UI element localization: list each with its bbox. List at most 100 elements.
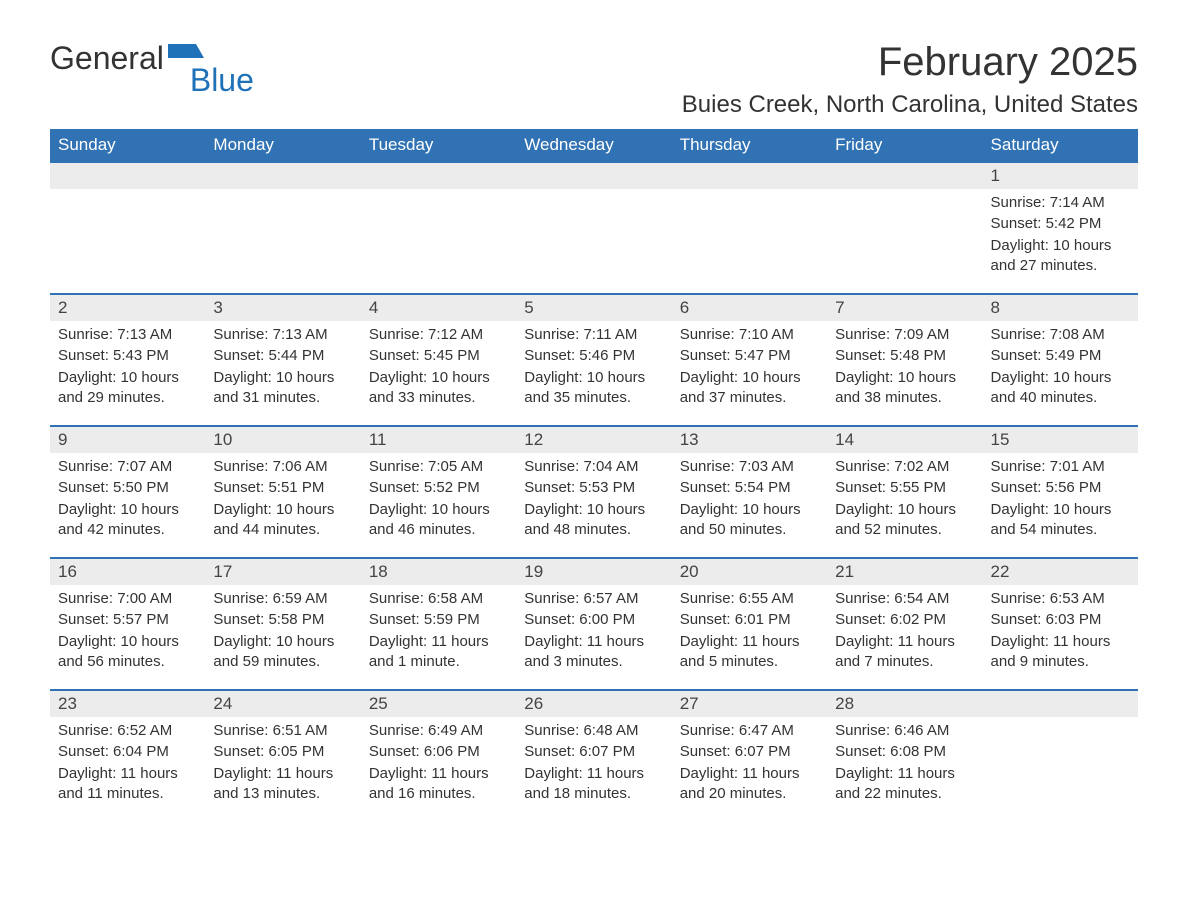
sunset-text: Sunset: 5:47 PM (680, 346, 819, 366)
sunrise-text: Sunrise: 7:08 AM (991, 325, 1130, 345)
sunset-text: Sunset: 5:43 PM (58, 346, 197, 366)
day-body: Sunrise: 7:14 AMSunset: 5:42 PMDaylight:… (983, 189, 1138, 285)
day-number: 9 (50, 427, 205, 453)
calendar-day-cell: 12Sunrise: 7:04 AMSunset: 5:53 PMDayligh… (516, 426, 671, 558)
title-block: February 2025 Buies Creek, North Carolin… (682, 40, 1138, 119)
calendar-day-cell: 10Sunrise: 7:06 AMSunset: 5:51 PMDayligh… (205, 426, 360, 558)
daylight-text: Daylight: 10 hours and 59 minutes. (213, 632, 352, 673)
daylight-text: Daylight: 10 hours and 35 minutes. (524, 368, 663, 409)
calendar-day-cell: 17Sunrise: 6:59 AMSunset: 5:58 PMDayligh… (205, 558, 360, 690)
day-number-empty (50, 163, 205, 189)
daylight-text: Daylight: 10 hours and 31 minutes. (213, 368, 352, 409)
calendar-day-cell: 7Sunrise: 7:09 AMSunset: 5:48 PMDaylight… (827, 294, 982, 426)
sunset-text: Sunset: 5:48 PM (835, 346, 974, 366)
daylight-text: Daylight: 10 hours and 27 minutes. (991, 236, 1130, 277)
sunset-text: Sunset: 6:03 PM (991, 610, 1130, 630)
calendar-week-row: 23Sunrise: 6:52 AMSunset: 6:04 PMDayligh… (50, 690, 1138, 822)
daylight-text: Daylight: 11 hours and 13 minutes. (213, 764, 352, 805)
daylight-text: Daylight: 10 hours and 56 minutes. (58, 632, 197, 673)
calendar-day-cell (205, 162, 360, 294)
day-number: 10 (205, 427, 360, 453)
calendar-header-sunday: Sunday (50, 129, 205, 162)
day-number: 13 (672, 427, 827, 453)
day-number: 14 (827, 427, 982, 453)
calendar-day-cell: 21Sunrise: 6:54 AMSunset: 6:02 PMDayligh… (827, 558, 982, 690)
day-number: 1 (983, 163, 1138, 189)
day-number-empty (672, 163, 827, 189)
calendar-day-cell: 9Sunrise: 7:07 AMSunset: 5:50 PMDaylight… (50, 426, 205, 558)
day-body: Sunrise: 7:02 AMSunset: 5:55 PMDaylight:… (827, 453, 982, 549)
daylight-text: Daylight: 11 hours and 9 minutes. (991, 632, 1130, 673)
calendar-header-saturday: Saturday (983, 129, 1138, 162)
sunrise-text: Sunrise: 6:46 AM (835, 721, 974, 741)
day-number: 21 (827, 559, 982, 585)
calendar-header-tuesday: Tuesday (361, 129, 516, 162)
day-number: 15 (983, 427, 1138, 453)
day-body: Sunrise: 6:49 AMSunset: 6:06 PMDaylight:… (361, 717, 516, 813)
day-number: 25 (361, 691, 516, 717)
day-body: Sunrise: 6:52 AMSunset: 6:04 PMDaylight:… (50, 717, 205, 813)
calendar-day-cell (50, 162, 205, 294)
sunrise-text: Sunrise: 6:58 AM (369, 589, 508, 609)
day-body: Sunrise: 7:13 AMSunset: 5:44 PMDaylight:… (205, 321, 360, 417)
day-number: 16 (50, 559, 205, 585)
day-number: 12 (516, 427, 671, 453)
daylight-text: Daylight: 11 hours and 18 minutes. (524, 764, 663, 805)
day-number: 27 (672, 691, 827, 717)
sunset-text: Sunset: 5:45 PM (369, 346, 508, 366)
day-body: Sunrise: 7:09 AMSunset: 5:48 PMDaylight:… (827, 321, 982, 417)
day-number: 18 (361, 559, 516, 585)
day-body: Sunrise: 6:46 AMSunset: 6:08 PMDaylight:… (827, 717, 982, 813)
sunrise-text: Sunrise: 7:11 AM (524, 325, 663, 345)
sunrise-text: Sunrise: 6:47 AM (680, 721, 819, 741)
calendar-day-cell: 26Sunrise: 6:48 AMSunset: 6:07 PMDayligh… (516, 690, 671, 822)
sunrise-text: Sunrise: 6:57 AM (524, 589, 663, 609)
calendar-day-cell: 1Sunrise: 7:14 AMSunset: 5:42 PMDaylight… (983, 162, 1138, 294)
day-number-empty (827, 163, 982, 189)
sunset-text: Sunset: 5:54 PM (680, 478, 819, 498)
calendar-day-cell: 2Sunrise: 7:13 AMSunset: 5:43 PMDaylight… (50, 294, 205, 426)
day-body: Sunrise: 7:01 AMSunset: 5:56 PMDaylight:… (983, 453, 1138, 549)
calendar-day-cell: 27Sunrise: 6:47 AMSunset: 6:07 PMDayligh… (672, 690, 827, 822)
sunset-text: Sunset: 6:06 PM (369, 742, 508, 762)
day-number: 17 (205, 559, 360, 585)
header: General Blue February 2025 Buies Creek, … (50, 40, 1138, 119)
sunrise-text: Sunrise: 7:10 AM (680, 325, 819, 345)
daylight-text: Daylight: 10 hours and 50 minutes. (680, 500, 819, 541)
calendar-day-cell (983, 690, 1138, 822)
calendar-day-cell: 19Sunrise: 6:57 AMSunset: 6:00 PMDayligh… (516, 558, 671, 690)
daylight-text: Daylight: 11 hours and 5 minutes. (680, 632, 819, 673)
calendar-week-row: 9Sunrise: 7:07 AMSunset: 5:50 PMDaylight… (50, 426, 1138, 558)
sunrise-text: Sunrise: 7:04 AM (524, 457, 663, 477)
sunset-text: Sunset: 5:44 PM (213, 346, 352, 366)
calendar-header-thursday: Thursday (672, 129, 827, 162)
day-number-empty (983, 691, 1138, 717)
logo: General Blue (50, 40, 272, 77)
sunrise-text: Sunrise: 6:53 AM (991, 589, 1130, 609)
sunrise-text: Sunrise: 6:54 AM (835, 589, 974, 609)
sunset-text: Sunset: 5:56 PM (991, 478, 1130, 498)
day-number: 8 (983, 295, 1138, 321)
sunrise-text: Sunrise: 7:07 AM (58, 457, 197, 477)
sunrise-text: Sunrise: 7:01 AM (991, 457, 1130, 477)
logo-text-blue: Blue (190, 62, 254, 99)
daylight-text: Daylight: 11 hours and 3 minutes. (524, 632, 663, 673)
day-body: Sunrise: 6:58 AMSunset: 5:59 PMDaylight:… (361, 585, 516, 681)
calendar-day-cell: 14Sunrise: 7:02 AMSunset: 5:55 PMDayligh… (827, 426, 982, 558)
calendar-day-cell: 5Sunrise: 7:11 AMSunset: 5:46 PMDaylight… (516, 294, 671, 426)
day-number: 22 (983, 559, 1138, 585)
logo-text-general: General (50, 40, 164, 77)
calendar-day-cell: 11Sunrise: 7:05 AMSunset: 5:52 PMDayligh… (361, 426, 516, 558)
sunrise-text: Sunrise: 6:48 AM (524, 721, 663, 741)
sunrise-text: Sunrise: 7:02 AM (835, 457, 974, 477)
sunrise-text: Sunrise: 7:13 AM (58, 325, 197, 345)
daylight-text: Daylight: 10 hours and 38 minutes. (835, 368, 974, 409)
calendar-day-cell: 22 Sunrise: 6:53 AMSunset: 6:03 PMDayligh… (983, 558, 1138, 690)
day-number: 5 (516, 295, 671, 321)
sunrise-text: Sunrise: 7:12 AM (369, 325, 508, 345)
day-number: 23 (50, 691, 205, 717)
calendar-week-row: 2Sunrise: 7:13 AMSunset: 5:43 PMDaylight… (50, 294, 1138, 426)
day-number: 6 (672, 295, 827, 321)
day-body: Sunrise: 7:10 AMSunset: 5:47 PMDaylight:… (672, 321, 827, 417)
day-body: Sunrise: 7:13 AMSunset: 5:43 PMDaylight:… (50, 321, 205, 417)
